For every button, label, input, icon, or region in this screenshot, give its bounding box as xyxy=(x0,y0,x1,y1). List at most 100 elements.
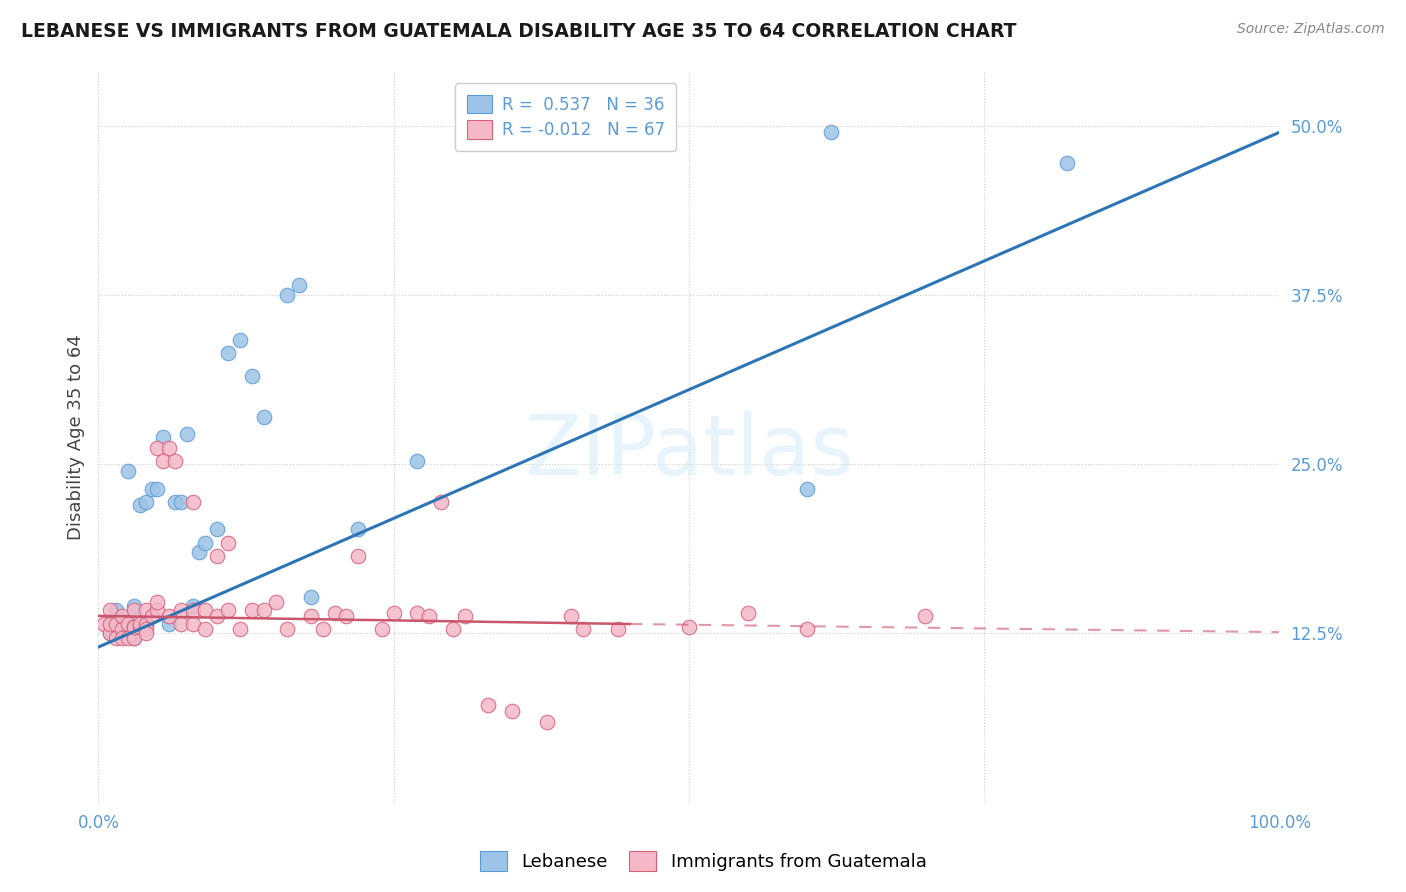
Point xyxy=(418,608,440,623)
Point xyxy=(135,617,157,632)
Point xyxy=(914,608,936,623)
Point xyxy=(187,545,209,559)
Point xyxy=(146,482,169,496)
Point xyxy=(264,595,287,609)
Point xyxy=(135,626,157,640)
Point xyxy=(152,454,174,468)
Point xyxy=(111,631,134,645)
Point xyxy=(217,603,239,617)
Point xyxy=(170,495,193,509)
Point xyxy=(607,623,630,637)
Text: LEBANESE VS IMMIGRANTS FROM GUATEMALA DISABILITY AGE 35 TO 64 CORRELATION CHART: LEBANESE VS IMMIGRANTS FROM GUATEMALA DI… xyxy=(21,22,1017,41)
Point xyxy=(98,603,121,617)
Point xyxy=(323,606,346,620)
Point xyxy=(128,498,150,512)
Point xyxy=(141,608,163,623)
Point xyxy=(181,603,204,617)
Point xyxy=(347,549,370,564)
Point xyxy=(347,522,370,536)
Point xyxy=(93,617,115,632)
Point xyxy=(170,617,193,632)
Point xyxy=(406,454,429,468)
Point xyxy=(141,482,163,496)
Point xyxy=(98,617,121,632)
Point xyxy=(229,623,252,637)
Point xyxy=(453,608,475,623)
Point xyxy=(117,631,139,645)
Point xyxy=(477,698,499,713)
Point xyxy=(128,617,150,632)
Point xyxy=(111,623,134,637)
Point xyxy=(105,631,128,645)
Point xyxy=(181,495,204,509)
Point xyxy=(105,617,128,632)
Point xyxy=(122,603,145,617)
Point xyxy=(135,603,157,617)
Point xyxy=(382,606,405,620)
Point xyxy=(240,369,263,384)
Point xyxy=(170,603,193,617)
Point xyxy=(371,623,394,637)
Point xyxy=(194,623,217,637)
Point xyxy=(152,430,174,444)
Point xyxy=(105,603,128,617)
Point xyxy=(229,333,252,347)
Legend: Lebanese, Immigrants from Guatemala: Lebanese, Immigrants from Guatemala xyxy=(472,844,934,879)
Point xyxy=(117,617,139,632)
Point xyxy=(571,623,593,637)
Point xyxy=(98,626,121,640)
Point xyxy=(122,620,145,634)
Point xyxy=(122,620,145,634)
Point xyxy=(737,606,759,620)
Point xyxy=(205,549,228,564)
Point xyxy=(501,704,523,718)
Text: ZIPatlas: ZIPatlas xyxy=(524,411,853,492)
Point xyxy=(1056,156,1078,170)
Point xyxy=(165,454,187,468)
Point xyxy=(299,590,322,604)
Point xyxy=(536,714,558,729)
Point xyxy=(253,603,276,617)
Point xyxy=(678,620,700,634)
Point xyxy=(146,595,169,609)
Point xyxy=(135,623,157,637)
Point xyxy=(146,441,169,455)
Point xyxy=(276,288,298,302)
Point xyxy=(111,613,134,627)
Point xyxy=(253,409,276,424)
Point xyxy=(157,608,180,623)
Point xyxy=(560,608,582,623)
Point xyxy=(406,606,429,620)
Point xyxy=(122,631,145,645)
Point xyxy=(98,626,121,640)
Point xyxy=(194,603,217,617)
Point xyxy=(157,617,180,632)
Point xyxy=(135,617,157,632)
Point xyxy=(111,623,134,637)
Point xyxy=(430,495,453,509)
Point xyxy=(181,599,204,614)
Legend: R =  0.537   N = 36, R = -0.012   N = 67: R = 0.537 N = 36, R = -0.012 N = 67 xyxy=(456,83,676,151)
Point xyxy=(441,623,464,637)
Point xyxy=(181,617,204,632)
Point xyxy=(122,599,145,614)
Point xyxy=(111,608,134,623)
Point xyxy=(312,623,335,637)
Point xyxy=(299,608,322,623)
Point xyxy=(117,464,139,478)
Point xyxy=(205,522,228,536)
Point xyxy=(335,608,357,623)
Point xyxy=(128,620,150,634)
Point xyxy=(165,495,187,509)
Point xyxy=(276,623,298,637)
Point xyxy=(205,608,228,623)
Point xyxy=(194,535,217,549)
Point xyxy=(240,603,263,617)
Point xyxy=(217,535,239,549)
Point xyxy=(176,427,198,442)
Point xyxy=(820,125,842,139)
Point xyxy=(98,617,121,632)
Point xyxy=(117,617,139,632)
Text: Source: ZipAtlas.com: Source: ZipAtlas.com xyxy=(1237,22,1385,37)
Point xyxy=(122,620,145,634)
